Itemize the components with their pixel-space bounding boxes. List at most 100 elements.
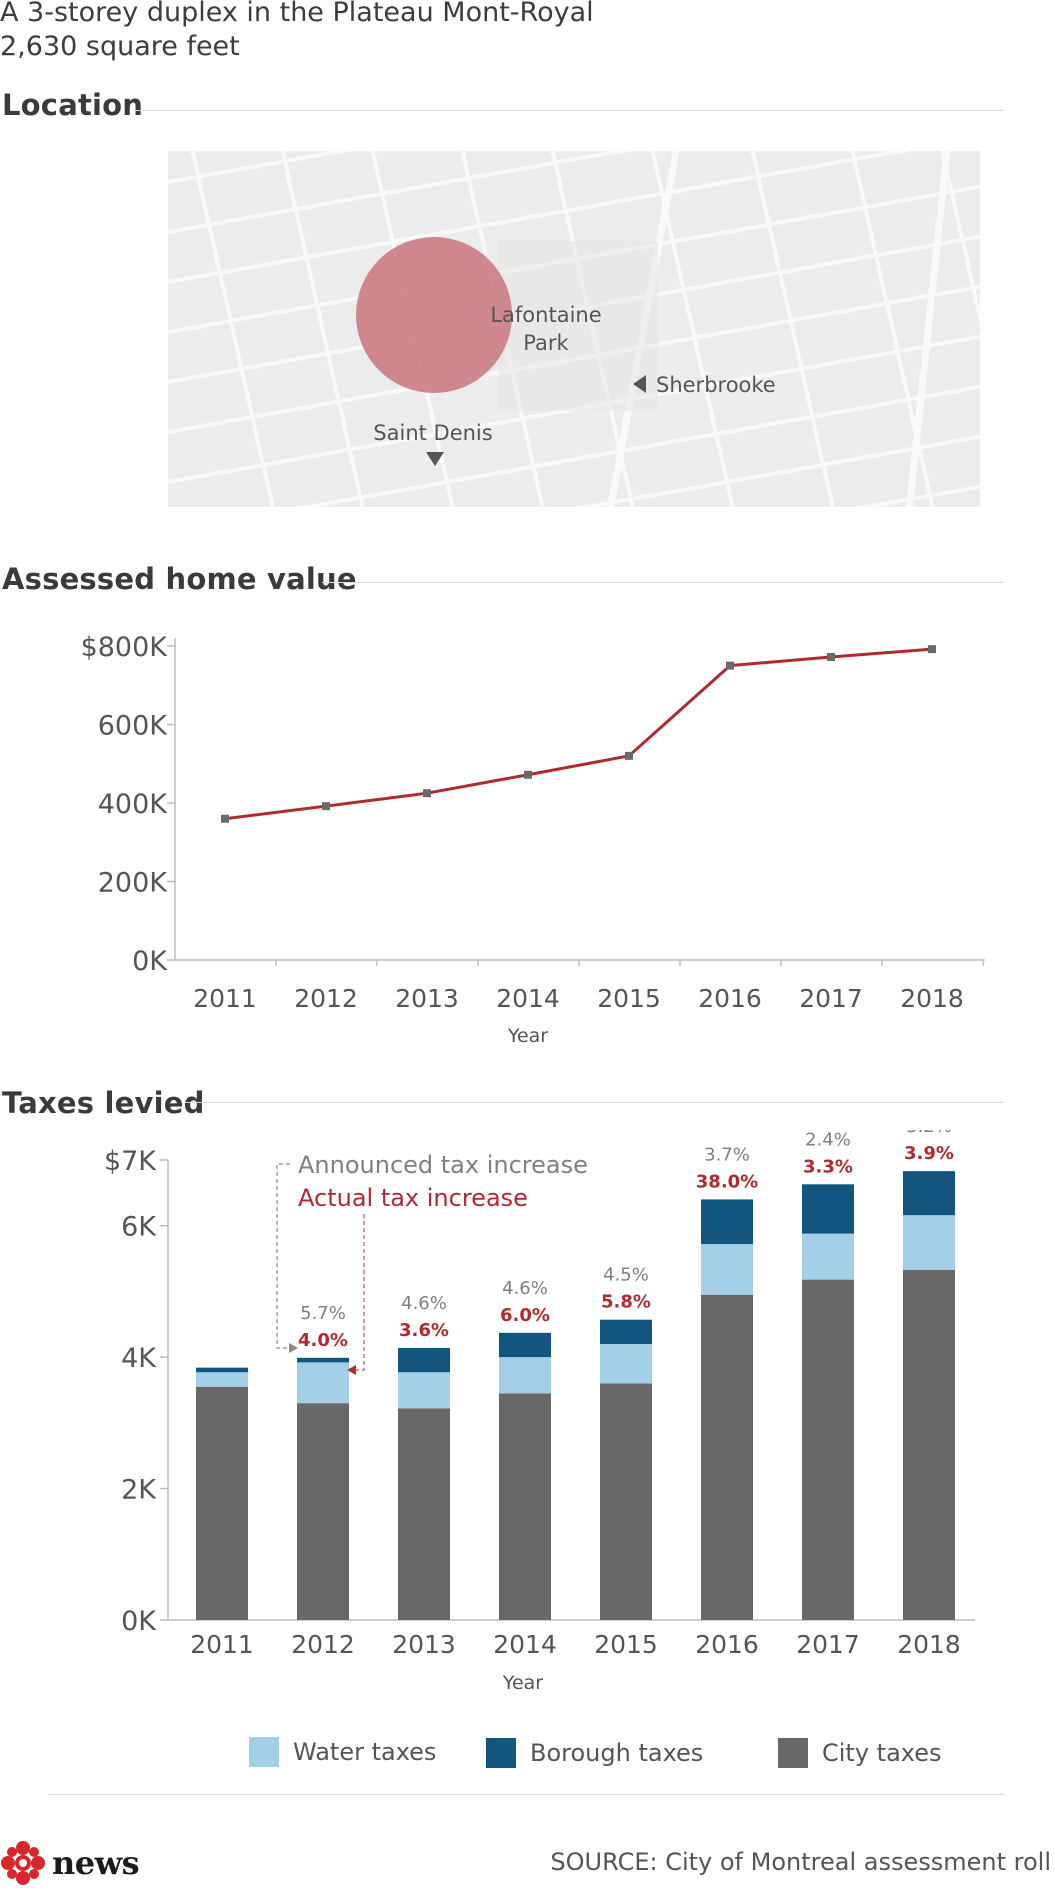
value-series-line — [224, 647, 933, 821]
announced-increase-label: 4.5% — [603, 1265, 649, 1286]
taxes-chart-svg: 0K 2K 4K 6K $7K 2011 2012 5.7% 4.0% 2013 4.6% 3.6% 2… — [104, 1116, 975, 1694]
value-data-point — [928, 645, 936, 654]
value-section-rule — [322, 582, 1005, 583]
park-label-line-2: Park — [523, 331, 569, 355]
legend-city: City taxes — [778, 1738, 942, 1768]
taxes-x-tick-label: 2013 — [392, 1630, 456, 1659]
actual-leader-arrow-icon — [347, 1365, 356, 1375]
taxes-y-tick-label: $7K — [104, 1146, 157, 1177]
announced-increase-label: 2.4% — [805, 1130, 851, 1150]
announced-increase-label: 3.7% — [704, 1144, 750, 1165]
legend-borough-swatch — [486, 1738, 516, 1768]
actual-legend-label: Actual tax increase — [298, 1184, 528, 1212]
cbc-gem-icon — [1, 1841, 45, 1885]
taxes-bar-borough-taxes — [802, 1184, 854, 1234]
sherbrooke-label: Sherbrooke — [656, 373, 776, 397]
actual-increase-label: 3.9% — [904, 1143, 954, 1164]
taxes-x-tick-label: 2011 — [190, 1630, 254, 1659]
taxes-bar-city-taxes — [398, 1408, 450, 1620]
announced-increase-label: 4.6% — [502, 1278, 548, 1299]
location-map: Lafontaine Park Sherbrooke Saint Denis — [168, 151, 980, 507]
taxes-bar-city-taxes — [196, 1386, 248, 1620]
taxes-bar-city-taxes — [802, 1279, 854, 1620]
taxes-bar-borough-taxes — [196, 1367, 248, 1373]
location-rule — [134, 110, 1005, 111]
taxes-bar-borough-taxes — [297, 1357, 349, 1363]
actual-leader-line — [355, 1214, 365, 1371]
taxes-bar-water-taxes — [701, 1244, 753, 1295]
actual-increase-label: 5.8% — [601, 1292, 651, 1313]
value-x-tick-label: 2013 — [395, 984, 459, 1013]
value-x-tick-label: 2012 — [294, 984, 358, 1013]
taxes-x-tick-label: 2018 — [897, 1630, 961, 1659]
announced-legend-label: Announced tax increase — [298, 1151, 588, 1179]
saint-denis-label: Saint Denis — [373, 421, 492, 445]
value-y-tick-label: 400K — [98, 789, 169, 820]
taxes-x-tick-label: 2014 — [493, 1630, 557, 1659]
logo-news-text: news — [52, 1844, 140, 1882]
property-location-marker — [356, 237, 512, 393]
taxes-bar-water-taxes — [297, 1362, 349, 1404]
legend-city-label: City taxes — [822, 1739, 942, 1767]
value-x-tick-label: 2017 — [799, 984, 863, 1013]
park-area — [498, 241, 658, 411]
legend-water-swatch — [249, 1737, 279, 1767]
taxes-bar-water-taxes — [903, 1215, 955, 1270]
taxes-y-tick-label: 0K — [121, 1606, 157, 1637]
value-y-tick-label: 200K — [98, 868, 169, 899]
value-y-tick-label: 600K — [98, 711, 169, 742]
cbc-news-logo: news — [0, 1840, 140, 1886]
value-x-tick-label: 2016 — [698, 984, 762, 1013]
taxes-section-title: Taxes levied — [2, 1086, 205, 1120]
value-chart: 0K 200K 400K 600K $800K 2011 2012 2013 2014 2015 2… — [0, 620, 1055, 1060]
legend-borough: Borough taxes — [486, 1738, 703, 1768]
saint-denis-arrow-icon — [426, 452, 444, 466]
taxes-section-rule — [185, 1102, 1005, 1103]
taxes-bar-borough-taxes — [398, 1347, 450, 1373]
value-x-axis-label: Year — [507, 1025, 548, 1047]
value-data-point — [322, 802, 330, 811]
actual-increase-label: 38.0% — [696, 1171, 758, 1192]
actual-increase-label: 6.0% — [500, 1305, 550, 1326]
taxes-chart: 0K 2K 4K 6K $7K 2011 2012 5.7% 4.0% 2013 4.6% 3.6% 2… — [0, 1116, 1055, 1700]
taxes-bar-borough-taxes — [701, 1199, 753, 1245]
taxes-bar-borough-taxes — [903, 1171, 955, 1216]
taxes-bar-city-taxes — [701, 1294, 753, 1620]
taxes-y-tick-label: 2K — [121, 1475, 157, 1506]
source-text: SOURCE: City of Montreal assessment roll — [550, 1848, 1051, 1876]
subtitle-line-1: A 3-storey duplex in the Plateau Mont-Ro… — [0, 0, 594, 28]
value-data-point — [625, 751, 633, 760]
taxes-bar-water-taxes — [802, 1233, 854, 1280]
taxes-x-tick-label: 2012 — [291, 1630, 355, 1659]
taxes-bar-water-taxes — [196, 1372, 248, 1387]
announced-leader-arrow-icon — [289, 1343, 298, 1353]
actual-increase-label: 4.0% — [298, 1330, 348, 1351]
value-x-tick-label: 2011 — [193, 984, 257, 1013]
taxes-bar-water-taxes — [499, 1357, 551, 1394]
taxes-x-tick-label: 2017 — [796, 1630, 860, 1659]
value-section-title: Assessed home value — [2, 562, 357, 596]
taxes-bar-city-taxes — [600, 1383, 652, 1620]
taxes-y-tick-label: 4K — [121, 1343, 157, 1374]
actual-increase-label: 3.3% — [803, 1156, 853, 1177]
value-data-point — [221, 814, 229, 823]
announced-increase-label: 3.2% — [906, 1130, 952, 1137]
taxes-x-tick-label: 2016 — [695, 1630, 759, 1659]
legend-borough-label: Borough taxes — [530, 1739, 704, 1767]
value-data-point — [827, 652, 835, 661]
value-data-point — [524, 770, 532, 779]
announced-increase-label: 5.7% — [300, 1303, 346, 1324]
park-label-line-1: Lafontaine — [490, 303, 601, 327]
taxes-bar-water-taxes — [600, 1344, 652, 1384]
announced-leader-line — [276, 1163, 291, 1349]
sherbrooke-arrow-icon — [633, 375, 646, 393]
legend-water: Water taxes — [249, 1737, 436, 1767]
location-title: Location — [2, 88, 144, 122]
taxes-bar-city-taxes — [297, 1403, 349, 1620]
taxes-bar-borough-taxes — [600, 1319, 652, 1344]
footer-rule — [48, 1794, 1005, 1795]
value-x-tick-label: 2018 — [900, 984, 964, 1013]
legend-water-label: Water taxes — [293, 1738, 437, 1766]
map-svg: Lafontaine Park Sherbrooke Saint Denis — [168, 151, 980, 507]
value-data-point — [726, 661, 734, 670]
